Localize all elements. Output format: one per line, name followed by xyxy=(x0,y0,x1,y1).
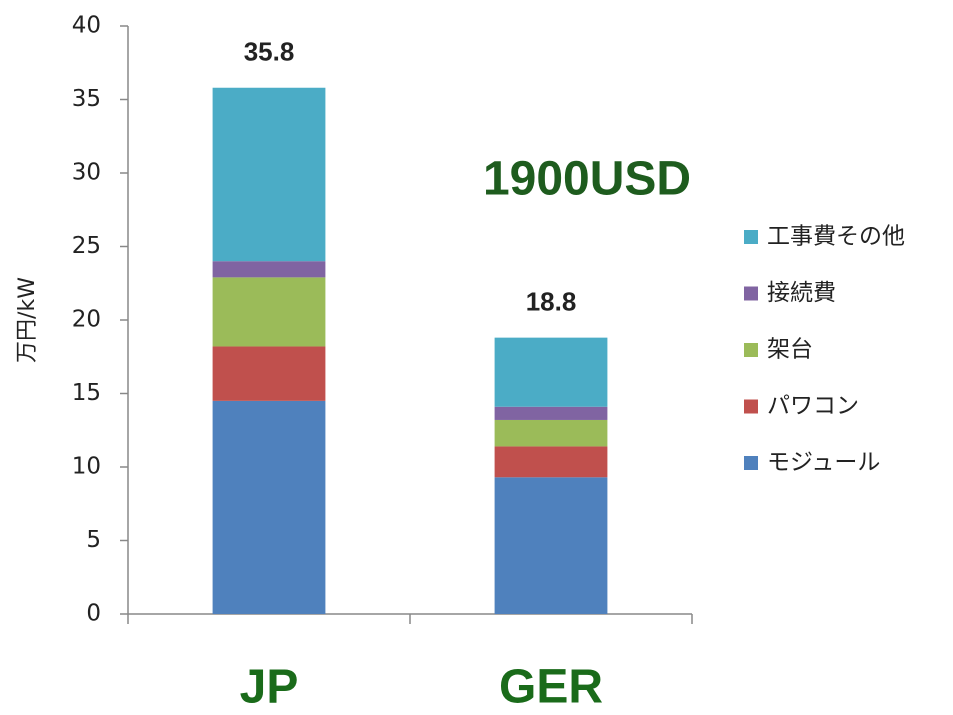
annotation: 1900USD xyxy=(483,153,691,206)
bar-segment xyxy=(212,261,326,278)
y-tick-label: 15 xyxy=(72,380,101,406)
x-tick-label: JP xyxy=(240,661,299,714)
total-label: 18.8 xyxy=(526,287,577,317)
y-tick-label: 35 xyxy=(72,86,101,112)
legend-label: 架台 xyxy=(767,337,813,363)
bar-segment xyxy=(494,446,608,478)
y-tick-label: 10 xyxy=(72,454,101,480)
legend-label: モジュール xyxy=(767,450,880,476)
legend-label: パワコン xyxy=(767,393,859,419)
legend-swatch xyxy=(744,399,758,414)
legend-swatch xyxy=(744,456,758,470)
bar-segment xyxy=(212,87,326,262)
bar-segment xyxy=(212,346,326,401)
bar-segment xyxy=(212,400,326,614)
bar-segment xyxy=(494,406,608,420)
bar-segment xyxy=(212,277,326,347)
y-tick-label: 0 xyxy=(86,601,101,627)
y-tick-label: 30 xyxy=(72,160,101,186)
legend-swatch xyxy=(744,286,758,301)
y-tick-label: 25 xyxy=(72,233,101,259)
total-label: 35.8 xyxy=(244,37,295,67)
bar-segment xyxy=(494,477,608,614)
y-tick-label: 40 xyxy=(72,13,101,39)
legend-swatch xyxy=(744,230,758,244)
y-axis-label: 万円/kW xyxy=(15,277,40,363)
y-tick-label: 5 xyxy=(86,527,101,553)
x-tick-label: GER xyxy=(499,661,603,714)
y-tick-label: 20 xyxy=(72,307,101,333)
legend-label: 工事費その他 xyxy=(767,224,905,250)
legend-label: 接続費 xyxy=(767,280,836,306)
legend-swatch xyxy=(744,343,758,357)
bar-segment xyxy=(494,419,608,447)
bar-segment xyxy=(494,337,608,407)
